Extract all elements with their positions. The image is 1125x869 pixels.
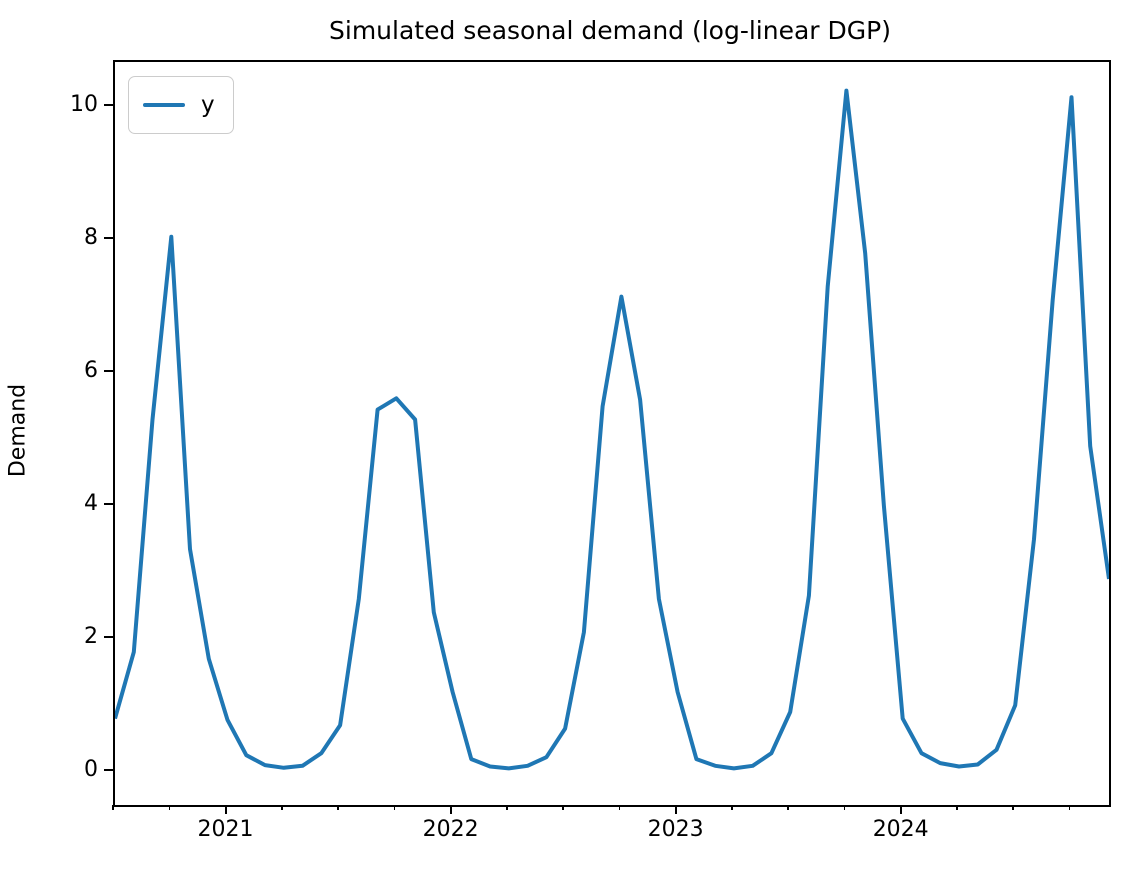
x-minor-tick-mark bbox=[787, 805, 789, 810]
y-tick-label: 8 bbox=[84, 225, 98, 251]
legend-line-sample-icon bbox=[143, 103, 185, 107]
y-tick-label: 0 bbox=[84, 756, 98, 782]
x-minor-tick-mark bbox=[168, 805, 170, 810]
y-tick-mark bbox=[104, 635, 113, 638]
x-minor-tick-mark bbox=[731, 805, 733, 810]
x-minor-tick-mark bbox=[112, 805, 114, 810]
y-tick-mark bbox=[104, 768, 113, 771]
y-tick-mark bbox=[104, 370, 113, 373]
legend: y bbox=[128, 76, 234, 134]
y-tick-mark bbox=[104, 502, 113, 505]
y-tick-label: 2 bbox=[84, 623, 98, 649]
x-tick-label: 2021 bbox=[197, 817, 254, 842]
y-tick-label: 10 bbox=[70, 92, 98, 118]
x-minor-tick-mark bbox=[281, 805, 283, 810]
x-minor-tick-mark bbox=[1068, 805, 1071, 810]
x-minor-tick-mark bbox=[562, 805, 564, 810]
legend-label: y bbox=[201, 91, 215, 118]
x-minor-tick-mark bbox=[618, 805, 621, 810]
x-minor-tick-mark bbox=[337, 805, 339, 810]
y-axis-label: Demand bbox=[5, 383, 31, 478]
x-tick-label: 2023 bbox=[647, 817, 704, 842]
x-tick-mark bbox=[449, 805, 452, 814]
line-plot bbox=[115, 88, 1109, 771]
x-minor-tick-mark bbox=[843, 805, 846, 810]
x-tick-mark bbox=[224, 805, 227, 814]
y-tick-label: 4 bbox=[84, 490, 98, 516]
chart-title: Simulated seasonal demand (log-linear DG… bbox=[329, 16, 891, 45]
y-tick-mark bbox=[104, 237, 113, 240]
plot-area: y bbox=[113, 60, 1111, 807]
x-tick-mark bbox=[899, 805, 902, 814]
x-tick-label: 2024 bbox=[872, 817, 929, 842]
x-minor-tick-mark bbox=[393, 805, 396, 810]
x-minor-tick-mark bbox=[1012, 805, 1014, 810]
x-minor-tick-mark bbox=[956, 805, 958, 810]
y-tick-label: 6 bbox=[84, 358, 98, 384]
demand-line-series bbox=[115, 88, 1109, 771]
x-minor-tick-mark bbox=[506, 805, 508, 810]
x-tick-mark bbox=[674, 805, 677, 814]
y-tick-mark bbox=[104, 104, 113, 107]
x-tick-label: 2022 bbox=[422, 817, 479, 842]
